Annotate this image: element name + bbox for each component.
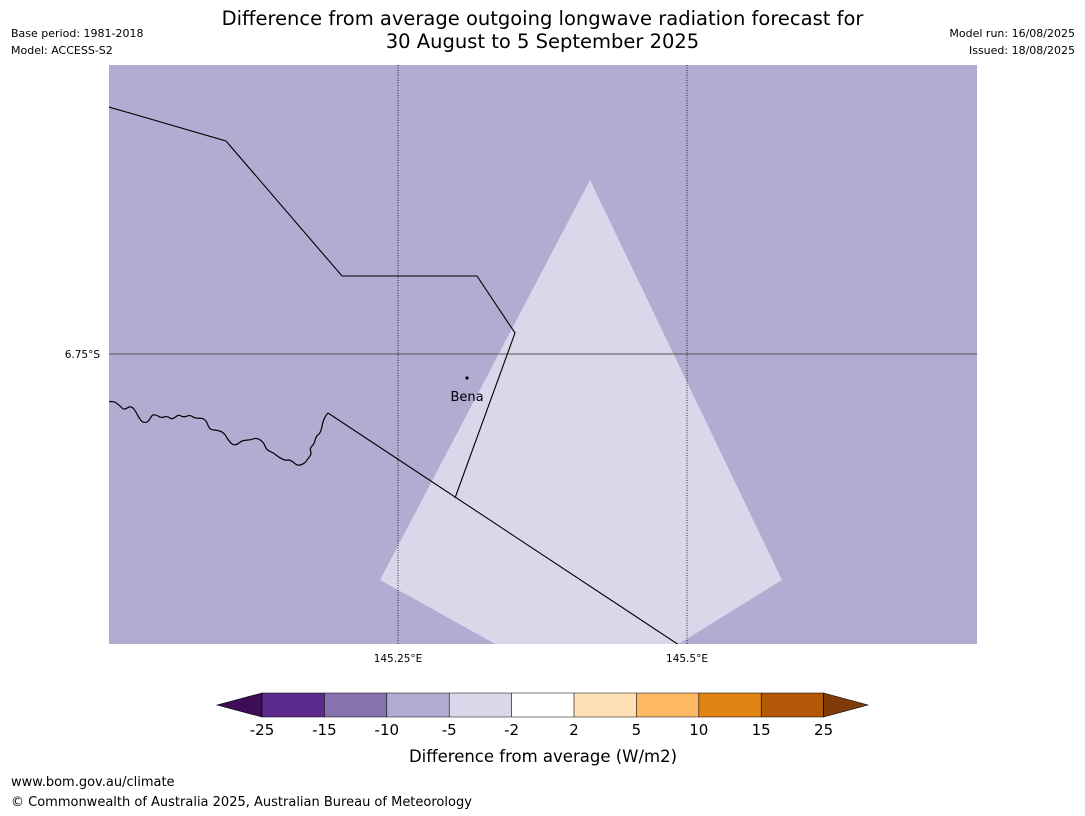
coastline: [109, 400, 329, 466]
colorbar-bin-1: [262, 693, 325, 717]
colorbar-tick: 2: [569, 721, 579, 739]
town-marker-dot: [465, 376, 469, 380]
base-period-label: Base period: 1981-2018: [11, 27, 144, 40]
colorbar-bin-2: [324, 693, 387, 717]
colorbar-bin-4: [449, 693, 512, 717]
province-boundary-south: [327, 412, 679, 644]
latitude-label: 6.75°S: [65, 349, 101, 361]
colorbar-separators: [261, 692, 824, 718]
longitude-label-1: 145.25°E: [374, 653, 423, 665]
model-label: Model: ACCESS-S2: [11, 44, 113, 57]
colorbar-tick: -25: [250, 721, 275, 739]
colorbar-bin-5: [511, 693, 574, 717]
issued-label: Issued: 18/08/2025: [968, 44, 1075, 57]
colorbar-bin-7: [636, 693, 699, 717]
model-run-label: Model run: 16/08/2025: [949, 27, 1075, 40]
colorbar-tick: 5: [632, 721, 642, 739]
colorbar: -25 -15 -10 -5 -2 2 5 10 15 25 Differenc…: [215, 692, 870, 766]
town-label-bena: Bena: [450, 390, 483, 405]
colorbar-bin-9: [761, 693, 824, 717]
colorbar-tick: 10: [689, 721, 708, 739]
footer-copyright: © Commonwealth of Australia 2025, Austra…: [11, 795, 472, 810]
colorbar-extend-high: [823, 692, 870, 718]
forecast-anomaly-patch: [380, 180, 782, 644]
colorbar-bin-6: [574, 693, 637, 717]
colorbar-tick: 25: [814, 721, 833, 739]
map-panel: Bena 6.75°S 145.25°E 145.5°E: [65, 65, 977, 665]
province-boundary-north: [109, 106, 516, 499]
colorbar-extend-low: [215, 692, 263, 718]
footer-url[interactable]: www.bom.gov.au/climate: [11, 775, 175, 790]
colorbar-tick: -15: [312, 721, 337, 739]
colorbar-title: Difference from average (W/m2): [409, 747, 677, 766]
page-title: Difference from average outgoing longwav…: [0, 7, 1085, 53]
colorbar-tick: -2: [504, 721, 519, 739]
colorbar-tick: -10: [375, 721, 400, 739]
colorbar-bin-8: [698, 693, 762, 717]
colorbar-tick: 15: [752, 721, 771, 739]
title-line-2: 30 August to 5 September 2025: [385, 30, 700, 53]
colorbar-tick: -5: [442, 721, 457, 739]
longitude-label-2: 145.5°E: [666, 653, 708, 665]
title-line-1: Difference from average outgoing longwav…: [221, 7, 864, 30]
colorbar-bin-3: [386, 693, 450, 717]
